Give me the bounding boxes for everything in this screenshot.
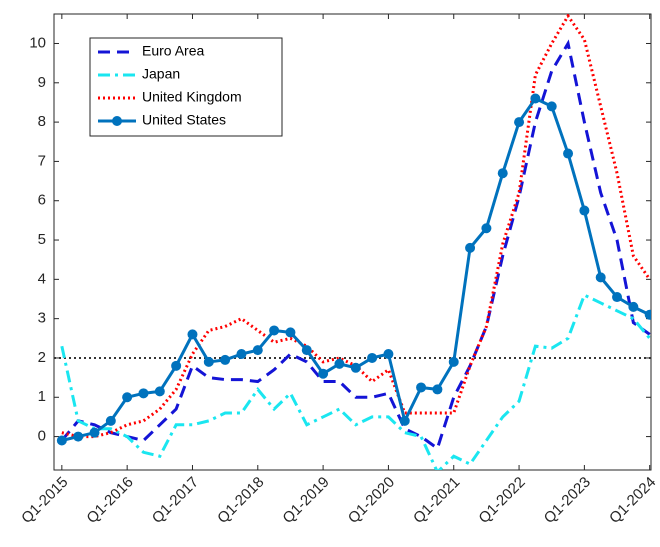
x-tick-label: Q1-2018 [214,474,267,527]
marker [269,325,280,336]
marker [89,427,100,438]
x-tick-label: Q1-2015 [18,474,71,527]
legend-label: United States [142,112,226,128]
x-tick-label: Q1-2022 [475,474,528,527]
marker [171,360,182,371]
series-line [60,293,651,470]
marker [644,309,651,320]
legend: Euro Area Japan United Kingdom United State… [89,37,283,137]
marker [187,329,198,340]
marker [138,388,149,399]
marker [318,368,329,379]
x-tick-label: Q1-2017 [149,474,202,527]
marker [334,358,345,369]
marker [56,435,67,446]
marker [497,168,508,179]
y-tick-label: 8 [38,113,46,130]
marker [448,356,459,367]
y-tick-label: 7 [38,152,46,169]
x-tick-label: Q1-2020 [345,474,398,527]
marker [595,272,606,283]
y-tick-label: 0 [38,428,46,445]
marker [203,356,214,367]
y-tick-label: 4 [38,270,46,287]
marker [399,415,410,426]
marker [154,386,165,397]
marker [416,382,427,393]
marker [579,205,590,216]
marker [122,392,133,403]
x-tick-label: Q1-2024 [606,474,659,527]
legend-label: United Kingdom [142,89,242,105]
marker [481,223,492,234]
x-tick-label: Q1-2019 [279,474,332,527]
legend-marker [112,116,122,126]
y-tick-label: 6 [38,192,46,209]
marker [350,362,361,373]
y-tick-label: 1 [38,388,46,405]
marker [612,292,623,303]
y-tick-label: 5 [38,231,46,248]
series-layer [56,14,651,470]
marker [432,384,443,395]
marker [383,349,394,360]
legend-label: Japan [142,66,180,82]
marker [367,352,378,363]
marker [105,415,116,426]
x-tick-label: Q1-2021 [410,474,463,527]
y-tick-label: 9 [38,74,46,91]
marker [301,345,312,356]
x-tick-label: Q1-2023 [541,474,594,527]
marker [465,242,476,253]
marker [563,148,574,159]
marker [73,431,84,442]
marker [252,345,263,356]
marker [236,349,247,360]
y-tick-label: 3 [38,310,46,327]
marker [628,301,639,312]
marker [546,101,557,112]
marker [530,93,541,104]
x-tick-label: Q1-2016 [83,474,136,527]
marker [220,354,231,365]
marker [285,327,296,338]
y-tick-label: 10 [29,34,46,51]
y-tick-label: 2 [38,349,46,366]
series-line [60,39,651,451]
legend-label: Euro Area [142,43,204,59]
marker [514,117,525,128]
